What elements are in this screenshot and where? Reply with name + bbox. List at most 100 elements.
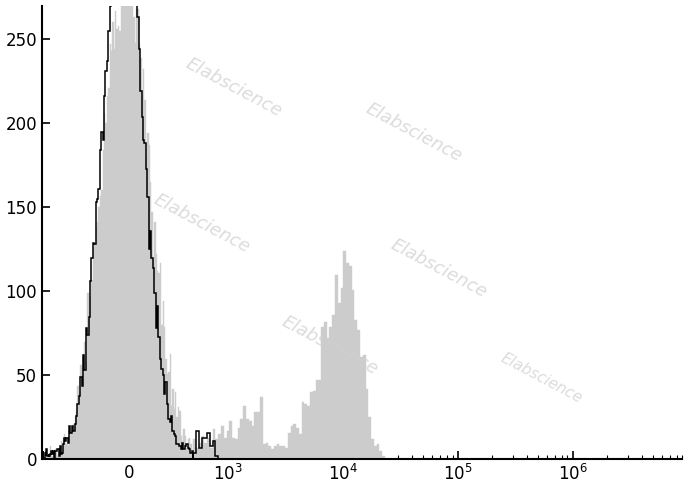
Bar — [125, 0, 127, 460]
Bar — [169, 354, 171, 460]
Bar — [143, 70, 144, 460]
Bar — [193, 440, 196, 460]
Bar — [47, 453, 48, 460]
Bar — [116, 29, 118, 460]
Bar — [255, 413, 257, 460]
Bar — [129, 0, 131, 460]
Bar — [371, 440, 374, 460]
Bar — [64, 434, 65, 460]
Bar — [238, 428, 241, 460]
Bar — [164, 327, 165, 460]
Bar — [108, 88, 109, 460]
Bar — [151, 212, 153, 460]
Bar — [221, 426, 224, 460]
Bar — [133, 17, 135, 460]
Bar — [161, 325, 162, 460]
Bar — [46, 453, 47, 460]
Bar — [383, 456, 385, 460]
Bar — [285, 448, 288, 460]
Bar — [86, 362, 87, 460]
Bar — [282, 446, 285, 460]
Bar — [51, 454, 52, 460]
Bar — [246, 419, 249, 460]
Bar — [324, 321, 327, 460]
Bar — [279, 446, 282, 460]
Bar — [288, 433, 290, 460]
Bar — [150, 182, 151, 460]
Bar — [112, 23, 114, 460]
Bar — [186, 448, 188, 460]
Bar — [70, 431, 72, 460]
Bar — [119, 31, 120, 460]
Bar — [363, 355, 365, 460]
Bar — [43, 458, 44, 460]
Bar — [45, 456, 46, 460]
Bar — [142, 95, 143, 460]
Bar — [349, 266, 352, 460]
Bar — [104, 113, 105, 460]
Bar — [65, 442, 66, 460]
Bar — [343, 251, 346, 460]
Bar — [319, 380, 321, 460]
Bar — [66, 444, 67, 460]
Bar — [48, 454, 49, 460]
Bar — [114, 49, 115, 460]
Bar — [89, 312, 90, 460]
Bar — [120, 0, 122, 460]
Bar — [69, 436, 70, 460]
Bar — [149, 145, 150, 460]
Bar — [157, 271, 158, 460]
Bar — [67, 446, 69, 460]
Bar — [249, 421, 252, 460]
Bar — [213, 429, 215, 460]
Bar — [374, 446, 376, 460]
Bar — [191, 444, 192, 460]
Bar — [72, 433, 73, 460]
Bar — [232, 438, 235, 460]
Text: Elabscience: Elabscience — [363, 99, 464, 166]
Bar — [155, 254, 157, 460]
Bar — [60, 449, 61, 460]
Bar — [274, 446, 277, 460]
Bar — [204, 442, 207, 460]
Bar — [313, 391, 316, 460]
Bar — [224, 438, 226, 460]
Bar — [80, 366, 82, 460]
Bar — [49, 454, 50, 460]
Bar — [74, 417, 76, 460]
Bar — [180, 411, 181, 460]
Text: Elabscience: Elabscience — [279, 313, 381, 379]
Bar — [188, 440, 189, 460]
Bar — [244, 406, 246, 460]
Bar — [202, 436, 204, 460]
Bar — [290, 426, 293, 460]
Bar — [158, 273, 160, 460]
Bar — [332, 315, 335, 460]
Bar — [55, 449, 56, 460]
Bar — [310, 392, 313, 460]
Bar — [101, 191, 103, 460]
Bar — [138, 9, 139, 460]
Bar — [341, 288, 343, 460]
Bar — [154, 222, 155, 460]
Bar — [184, 429, 185, 460]
Bar — [241, 419, 244, 460]
Bar — [94, 245, 96, 460]
Bar — [87, 293, 89, 460]
Bar — [299, 434, 301, 460]
Bar — [105, 123, 107, 460]
Bar — [229, 421, 232, 460]
Bar — [147, 133, 149, 460]
Bar — [196, 448, 199, 460]
Bar — [263, 444, 266, 460]
Bar — [308, 406, 310, 460]
Bar — [85, 342, 86, 460]
Bar — [131, 0, 132, 460]
Bar — [107, 97, 108, 460]
Bar — [365, 389, 368, 460]
Bar — [76, 411, 78, 460]
Bar — [327, 339, 330, 460]
Bar — [293, 424, 296, 460]
Bar — [79, 392, 80, 460]
Bar — [277, 444, 279, 460]
